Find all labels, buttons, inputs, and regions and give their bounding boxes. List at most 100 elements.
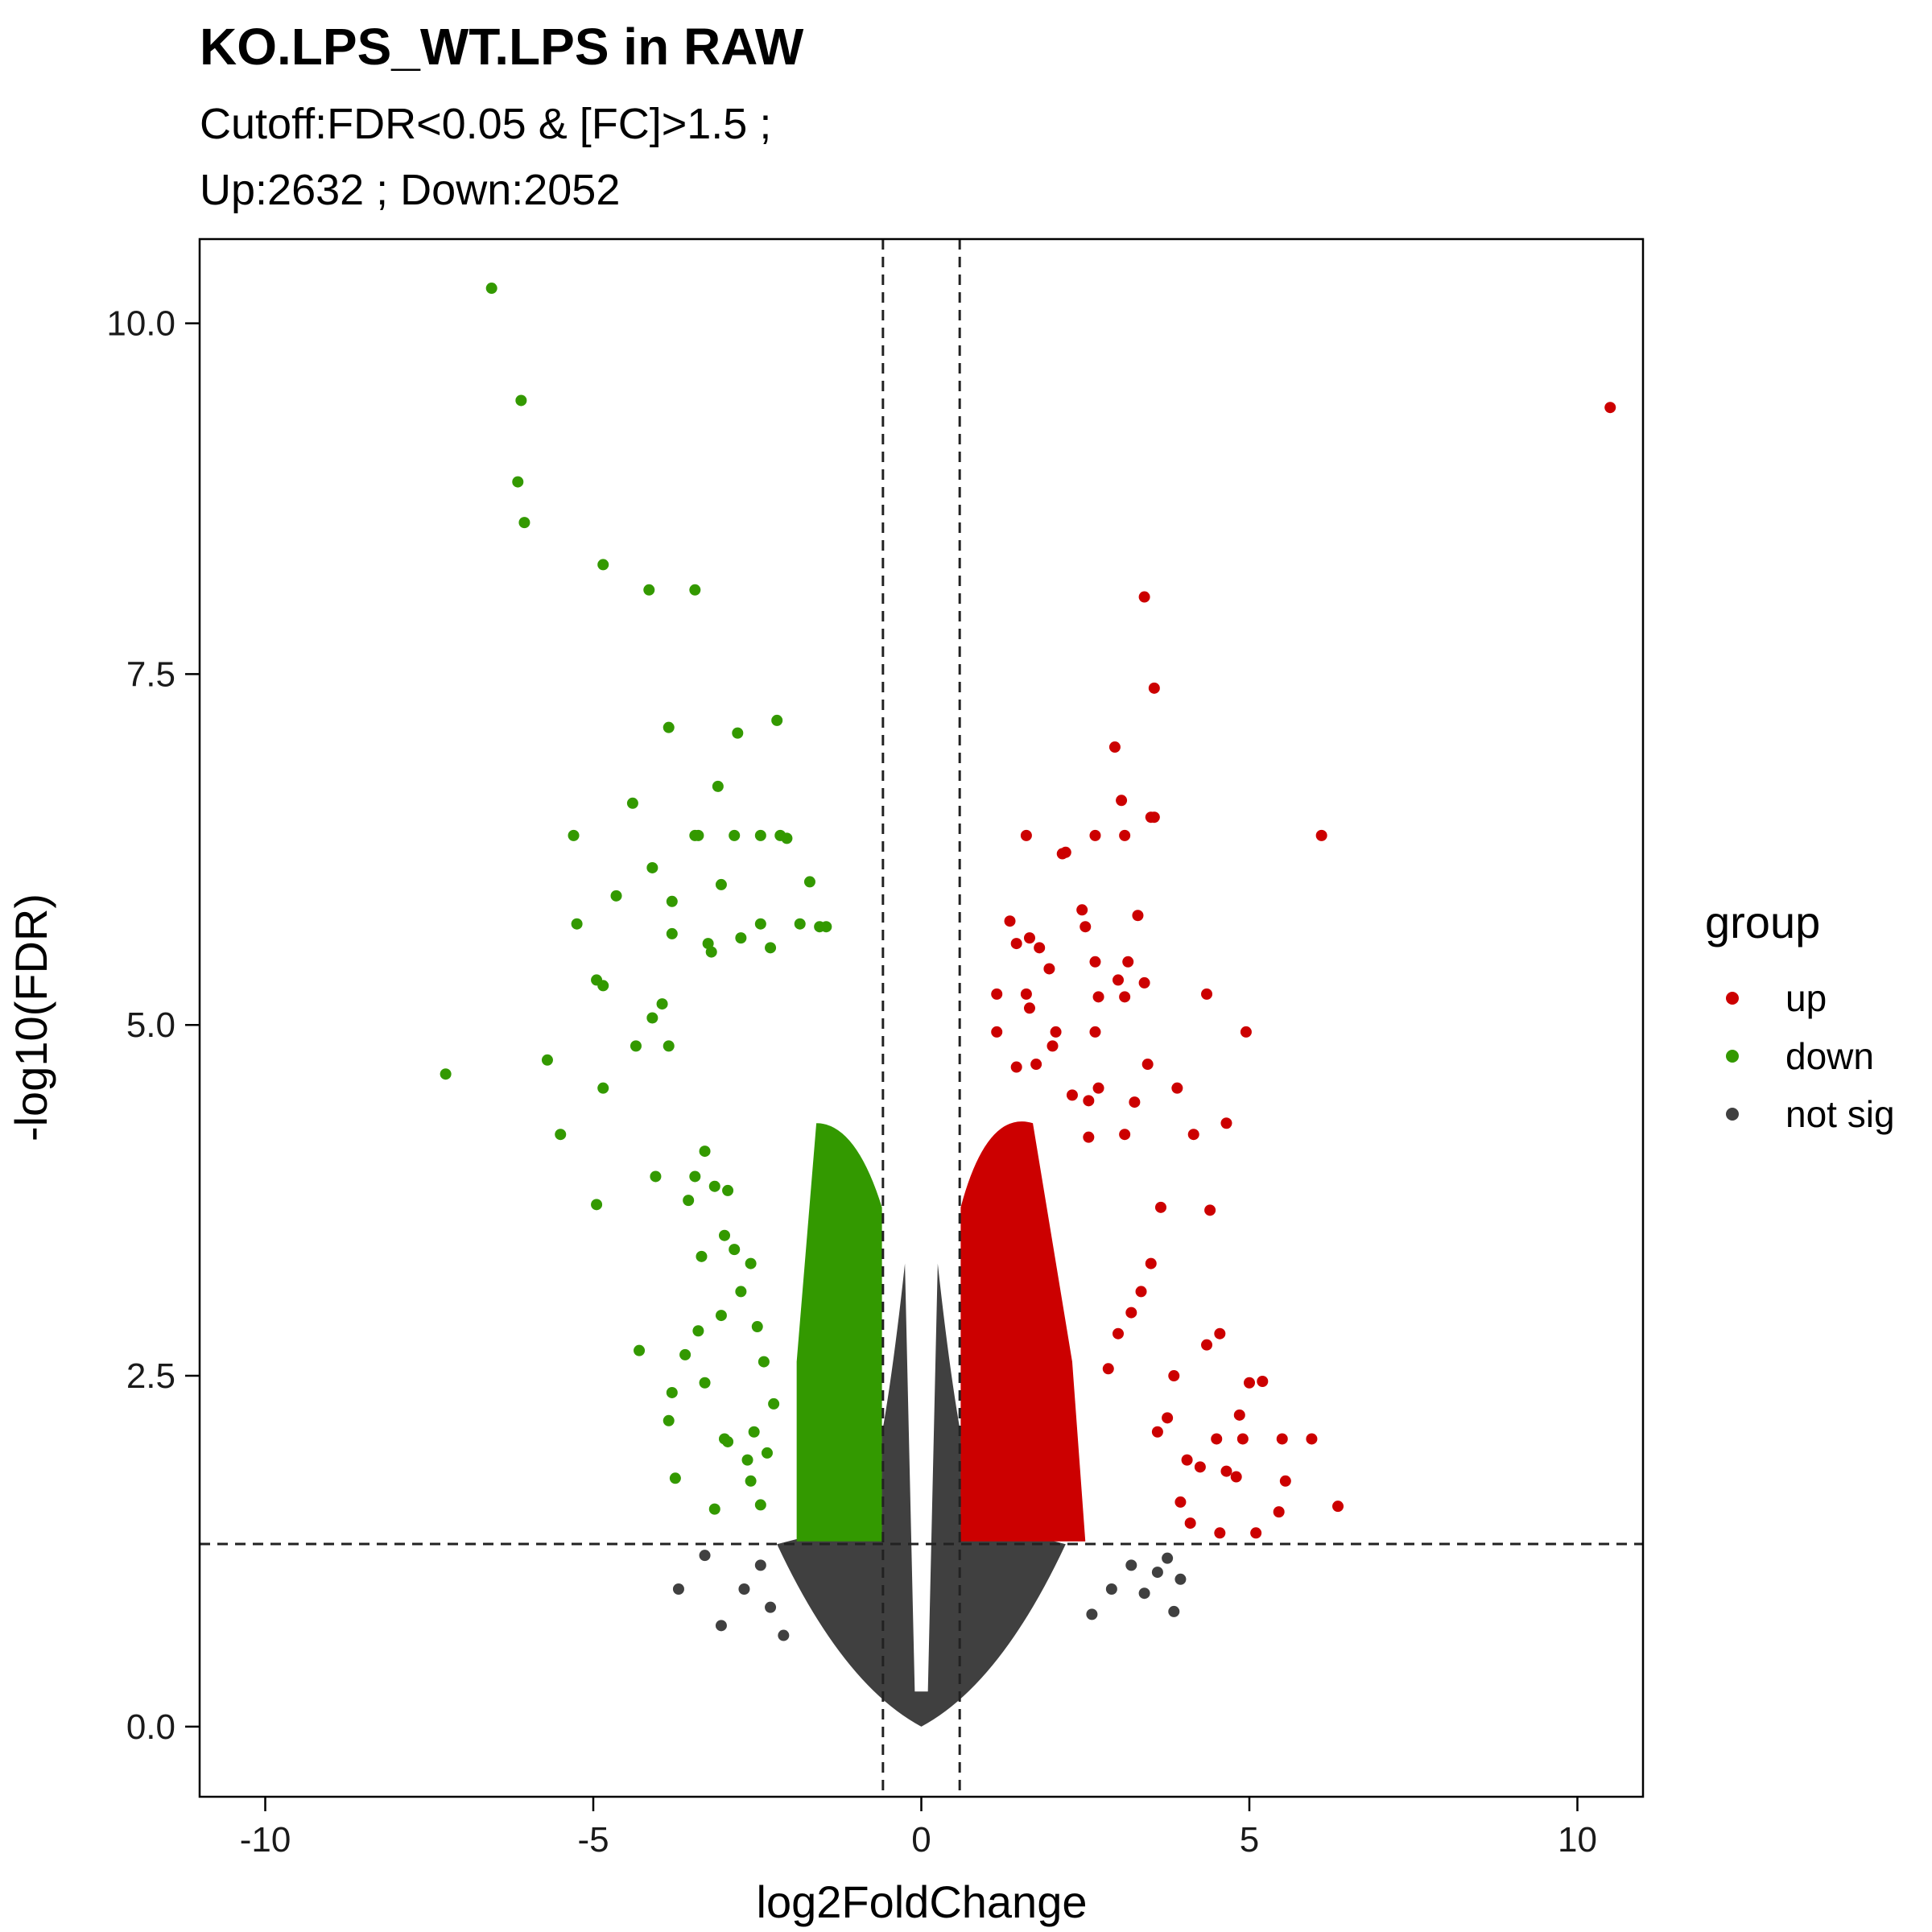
data-point-not-sig xyxy=(1105,1583,1117,1595)
data-point-not-sig xyxy=(738,1583,750,1595)
data-point-up xyxy=(1145,1257,1157,1269)
data-point-down xyxy=(666,1386,678,1398)
data-point-up xyxy=(1023,1002,1035,1014)
data-point-up xyxy=(1604,402,1616,414)
data-point-not-sig xyxy=(1138,1587,1150,1600)
data-point-down xyxy=(699,1377,711,1389)
data-point-down xyxy=(712,780,724,792)
data-point-down xyxy=(683,1195,695,1207)
chart-subtitle-line-2: Up:2632 ; Down:2052 xyxy=(200,166,620,214)
not-sig-density xyxy=(777,1263,1066,1727)
data-point-up xyxy=(1240,1026,1252,1038)
data-point-down xyxy=(679,1348,691,1360)
data-point-up xyxy=(1154,1201,1166,1213)
data-point-up xyxy=(1050,1026,1062,1038)
data-point-down xyxy=(689,1170,701,1183)
data-point-up xyxy=(991,988,1003,1000)
data-point-not-sig xyxy=(778,1629,790,1641)
data-point-up xyxy=(1023,932,1035,944)
data-point-down xyxy=(689,829,701,841)
data-point-down xyxy=(630,1040,642,1052)
data-point-up xyxy=(1141,1059,1154,1071)
data-point-up xyxy=(1306,1433,1318,1445)
data-point-down xyxy=(656,998,668,1010)
data-point-up xyxy=(1059,846,1071,858)
legend-key-up xyxy=(1726,992,1739,1005)
data-point-up xyxy=(1119,829,1131,841)
data-point-up xyxy=(1010,1061,1022,1073)
data-point-up xyxy=(991,1026,1003,1038)
data-point-down xyxy=(689,584,701,596)
data-point-down xyxy=(768,1397,780,1410)
data-point-down xyxy=(650,1170,662,1183)
y-tick-label: 10.0 xyxy=(106,304,175,344)
data-point-up xyxy=(1129,1096,1141,1108)
y-tick-label: 7.5 xyxy=(126,654,175,694)
data-point-down xyxy=(761,1447,773,1459)
data-point-up xyxy=(1113,1327,1124,1340)
data-point-down xyxy=(643,584,655,596)
data-point-up xyxy=(1010,938,1022,950)
data-point-down xyxy=(771,714,783,726)
data-point-down xyxy=(781,832,793,844)
data-point-down xyxy=(696,1250,708,1262)
data-point-up xyxy=(1083,1095,1095,1107)
data-point-up xyxy=(1080,921,1092,933)
data-point-up xyxy=(1174,1496,1187,1508)
data-point-up xyxy=(1201,1339,1213,1351)
data-point-not-sig xyxy=(1174,1573,1187,1585)
data-point-down xyxy=(666,927,678,939)
data-point-up xyxy=(1332,1501,1344,1513)
data-point-up xyxy=(1043,963,1055,975)
data-point-down xyxy=(729,829,741,841)
data-point-up xyxy=(1184,1517,1196,1530)
data-point-down xyxy=(708,1180,720,1192)
data-point-down xyxy=(745,1257,757,1269)
legend-key-down xyxy=(1726,1050,1739,1063)
data-point-up xyxy=(1020,829,1032,841)
data-point-not-sig xyxy=(699,1550,711,1562)
data-point-up xyxy=(1066,1089,1078,1101)
data-point-down xyxy=(715,878,727,890)
data-point-up xyxy=(1148,811,1160,824)
data-point-down xyxy=(568,829,580,841)
data-point-down xyxy=(735,1286,747,1298)
x-tick-label: -10 xyxy=(240,1820,291,1860)
data-point-up xyxy=(1004,915,1016,927)
data-point-down xyxy=(591,1199,603,1211)
data-point-up xyxy=(1125,1307,1137,1319)
legend-label-not-sig: not sig xyxy=(1785,1093,1895,1135)
data-point-down xyxy=(626,797,638,809)
data-point-up xyxy=(1214,1327,1226,1340)
x-tick-label: 0 xyxy=(911,1820,931,1860)
data-point-down xyxy=(663,1414,675,1426)
data-point-down xyxy=(597,980,609,992)
data-point-up xyxy=(1204,1204,1216,1216)
data-point-up xyxy=(1138,976,1150,989)
data-point-down xyxy=(440,1068,452,1080)
data-point-up xyxy=(1034,942,1046,954)
data-point-down xyxy=(663,721,675,733)
data-point-up xyxy=(1187,1129,1199,1141)
data-point-down xyxy=(610,890,622,902)
data-point-down xyxy=(754,829,766,841)
points-layer xyxy=(440,283,1616,1727)
data-point-down xyxy=(515,394,527,407)
data-point-up xyxy=(1214,1527,1226,1539)
data-point-down xyxy=(794,918,806,930)
data-point-down xyxy=(745,1475,757,1487)
data-point-down xyxy=(485,283,497,295)
data-point-down xyxy=(741,1454,753,1466)
data-point-up xyxy=(1108,741,1121,753)
data-point-up xyxy=(1181,1454,1193,1466)
data-point-down xyxy=(758,1356,770,1368)
data-point-up xyxy=(1276,1433,1288,1445)
data-point-not-sig xyxy=(715,1620,727,1632)
data-point-down xyxy=(699,1146,711,1158)
data-point-up xyxy=(1151,1426,1163,1438)
data-point-down xyxy=(735,932,747,944)
data-point-down xyxy=(732,727,744,739)
y-tick-label: 0.0 xyxy=(126,1707,175,1747)
data-point-not-sig xyxy=(1086,1608,1098,1620)
